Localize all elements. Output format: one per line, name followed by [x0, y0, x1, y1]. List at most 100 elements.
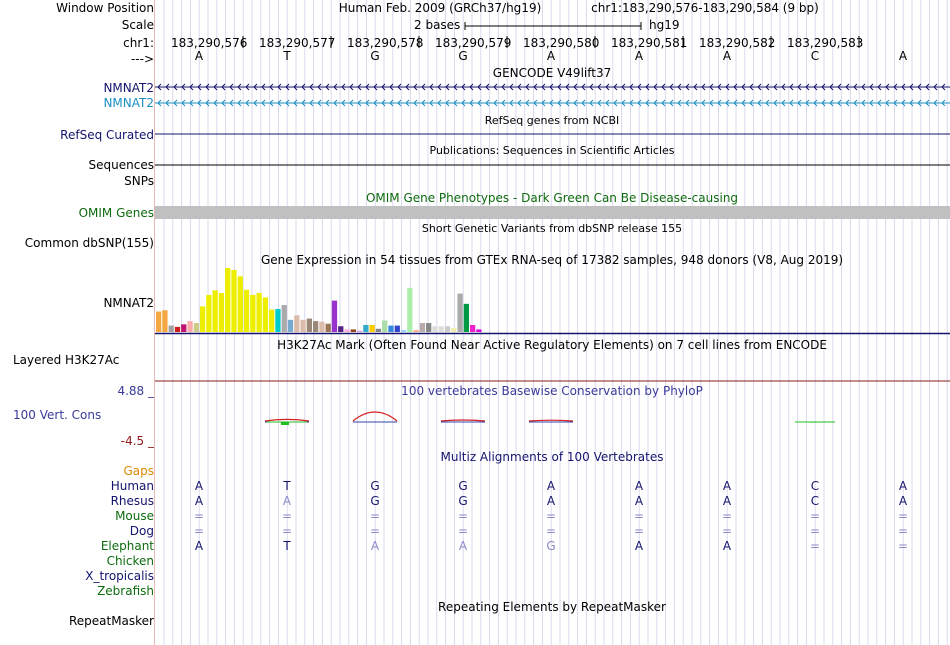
gtex-tissue-bar: [369, 324, 375, 332]
phylop-track-title: 100 vertebrates Basewise Conservation by…: [401, 384, 703, 398]
gtex-tissue-bar: [275, 308, 281, 332]
gtex-tissue-bar: [407, 287, 413, 332]
multiz-base: =: [193, 509, 205, 523]
reference-base: A: [722, 49, 732, 63]
multiz-base: A: [458, 539, 468, 553]
label-100-vert-cons[interactable]: 100 Vert. Cons: [13, 408, 102, 422]
multiz-base: G: [458, 479, 468, 493]
multiz-base: A: [634, 539, 644, 553]
label-scale[interactable]: Scale: [121, 18, 154, 32]
gtex-tissue-bar: [243, 289, 250, 332]
label-nmnat2-gencode-2[interactable]: NMNAT2: [103, 96, 154, 110]
gtex-tissue-bar: [344, 329, 350, 332]
multiz-base: A: [282, 494, 292, 508]
multiz-base: A: [898, 494, 908, 508]
multiz-base: A: [546, 479, 556, 493]
gtex-tissue-bar: [181, 324, 187, 332]
gtex-tissue-bar: [400, 330, 407, 332]
label-chromosome[interactable]: chr1:: [123, 36, 154, 50]
gtex-tissue-bar: [356, 330, 363, 332]
coordinate-label: 183,290,581: [611, 36, 688, 50]
gtex-tissue-bar: [338, 326, 344, 332]
label-strand[interactable]: --->: [130, 52, 154, 66]
gtex-tissue-bar: [262, 297, 269, 332]
coordinate-label: 183,290,580: [523, 36, 600, 50]
label-common-dbsnp[interactable]: Common dbSNP(155): [24, 236, 154, 250]
phylop-negative-score: [281, 422, 289, 425]
gtex-tissue-bar: [382, 320, 388, 332]
repeatmasker-track-title: Repeating Elements by RepeatMasker: [438, 600, 666, 614]
multiz-base: G: [546, 539, 556, 553]
label-sequences[interactable]: Sequences: [88, 158, 154, 172]
species-label[interactable]: Chicken: [106, 554, 154, 568]
multiz-base: =: [193, 524, 205, 538]
multiz-base: =: [897, 539, 909, 553]
gtex-tissue-bar: [457, 293, 463, 332]
multiz-base: =: [809, 524, 821, 538]
multiz-base: =: [281, 509, 293, 523]
multiz-base: A: [370, 539, 380, 553]
gtex-tissue-bar: [174, 326, 181, 332]
gene-nmnat2-gencode-2-chevrons: [157, 99, 946, 107]
gtex-track-title: Gene Expression in 54 tissues from GTEx …: [260, 253, 844, 267]
species-label[interactable]: Rhesus: [110, 494, 154, 508]
label-repeatmasker[interactable]: RepeatMasker: [68, 614, 154, 628]
header-position: chr1:183,290,576-183,290,584 (9 bp): [591, 1, 819, 15]
species-label[interactable]: Elephant: [100, 539, 154, 553]
multiz-base: =: [809, 509, 821, 523]
species-label[interactable]: Dog: [129, 524, 154, 538]
multiz-base: G: [370, 494, 380, 508]
gtex-tissue-bar: [237, 276, 243, 332]
h3k27ac-track-title: H3K27Ac Mark (Often Found Near Active Re…: [277, 338, 827, 352]
gtex-tissue-bar: [256, 292, 262, 332]
track-image-area[interactable]: Human Feb. 2009 (GRCh37/hg19) chr1:183,2…: [155, 0, 950, 645]
label-gaps[interactable]: Gaps: [123, 464, 154, 478]
gtex-tissue-bar: [193, 323, 199, 332]
gtex-tissue-bar: [470, 324, 476, 332]
reference-base: A: [546, 49, 556, 63]
label-nmnat2-gencode-1[interactable]: NMNAT2: [103, 81, 154, 95]
multiz-base: A: [722, 479, 732, 493]
gtex-tissue-bar: [287, 319, 294, 332]
multiz-base: A: [634, 479, 644, 493]
phylop-positive-score: [440, 419, 486, 422]
gtex-tissue-bar: [426, 323, 432, 332]
multiz-base: C: [810, 479, 820, 493]
coordinate-label: 183,290,576: [171, 36, 248, 50]
label-snps[interactable]: SNPs: [124, 174, 154, 188]
label-gtex-gene[interactable]: NMNAT2: [103, 296, 154, 310]
multiz-base: A: [194, 479, 204, 493]
species-label[interactable]: Human: [110, 479, 154, 493]
reference-base: A: [898, 49, 908, 63]
omim-track-title: OMIM Gene Phenotypes - Dark Green Can Be…: [365, 191, 739, 205]
coordinate-label: 183,290,583: [787, 36, 864, 50]
label-window-position[interactable]: Window Position: [56, 1, 154, 15]
scale-text: 2 bases: [414, 18, 461, 32]
phylop-positive-score: [264, 418, 310, 422]
gtex-tissue-bar: [350, 329, 356, 332]
multiz-base: =: [281, 524, 293, 538]
phylop-positive-score: [352, 411, 398, 422]
multiz-base: A: [898, 479, 908, 493]
multiz-base: =: [897, 509, 909, 523]
multiz-base: =: [633, 509, 645, 523]
multiz-base: =: [545, 509, 557, 523]
species-label[interactable]: X_tropicalis: [85, 569, 154, 583]
gtex-tissue-bar: [206, 294, 212, 332]
gtex-tissue-bar: [294, 315, 300, 332]
gtex-tissue-bar: [168, 325, 174, 332]
header-assembly: Human Feb. 2009 (GRCh37/hg19): [338, 1, 542, 15]
multiz-base: =: [721, 509, 733, 523]
reference-base: C: [810, 49, 820, 63]
reference-base: G: [458, 49, 468, 63]
gtex-tissue-bar: [250, 294, 256, 332]
label-layered-h3k27ac[interactable]: Layered H3K27Ac: [13, 353, 120, 367]
species-label[interactable]: Zebrafish: [97, 584, 154, 598]
label-refseq-curated[interactable]: RefSeq Curated: [60, 128, 154, 142]
multiz-base: A: [194, 539, 204, 553]
species-label[interactable]: Mouse: [115, 509, 154, 523]
multiz-base: =: [457, 524, 469, 538]
gtex-tissue-bar: [444, 326, 451, 332]
gtex-tissue-bar: [306, 318, 312, 332]
label-omim-genes[interactable]: OMIM Genes: [78, 206, 154, 220]
